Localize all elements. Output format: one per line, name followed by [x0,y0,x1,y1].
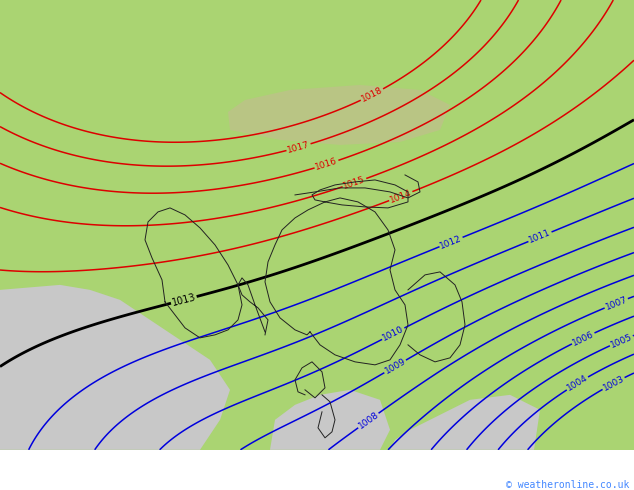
Text: 1015: 1015 [342,174,367,191]
Polygon shape [270,390,390,450]
Text: 1013: 1013 [171,292,197,308]
Text: © weatheronline.co.uk: © weatheronline.co.uk [505,480,629,490]
Text: We 05-06-2024 06:00 UTC (12+42): We 05-06-2024 06:00 UTC (12+42) [408,459,629,471]
Text: 1018: 1018 [359,85,384,104]
Text: 1007: 1007 [604,295,628,312]
Polygon shape [0,285,230,450]
Text: 1011: 1011 [527,228,552,245]
Text: 1017: 1017 [287,140,311,155]
Polygon shape [390,395,540,450]
Text: 1003: 1003 [601,374,626,392]
Text: 1016: 1016 [314,156,339,172]
Text: 1006: 1006 [571,329,595,347]
Text: 1004: 1004 [565,373,590,393]
Text: 1009: 1009 [383,357,407,376]
Text: 1012: 1012 [439,234,463,250]
Text: 1010: 1010 [381,324,406,343]
Polygon shape [228,85,450,145]
Text: Surface pressure [hPa] Arpege-eu: Surface pressure [hPa] Arpege-eu [5,459,233,471]
Text: 1008: 1008 [356,410,380,431]
Text: 1005: 1005 [609,332,633,349]
Text: 1014: 1014 [389,188,413,204]
